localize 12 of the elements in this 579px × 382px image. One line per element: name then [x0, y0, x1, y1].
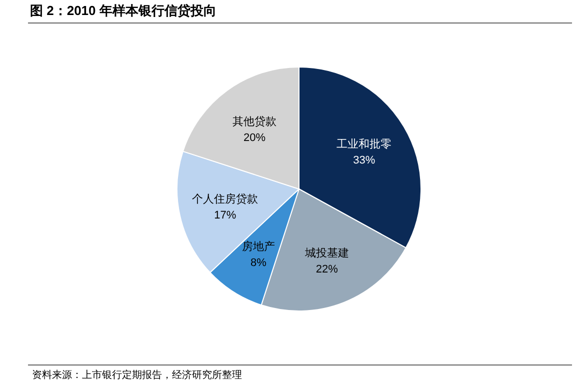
data-label: 17% [214, 210, 236, 222]
slice-label: 工业和批零 [336, 137, 392, 150]
data-label: 33% [353, 154, 376, 166]
slice-label: 房地产 [242, 240, 275, 253]
data-label: 22% [316, 263, 338, 276]
slice-label: 城投基建 [304, 246, 349, 260]
data-label: 20% [244, 132, 266, 144]
text: 资料来源：上市银行定期报告，经济研究所整理 [32, 369, 242, 381]
slice-label: 其他贷款 [232, 114, 277, 128]
data-label: 8% [250, 256, 267, 269]
slice-label: 个人住房贷款 [192, 192, 258, 206]
chart-title: 图 2：2010 年样本银行信贷投向 [30, 3, 216, 18]
